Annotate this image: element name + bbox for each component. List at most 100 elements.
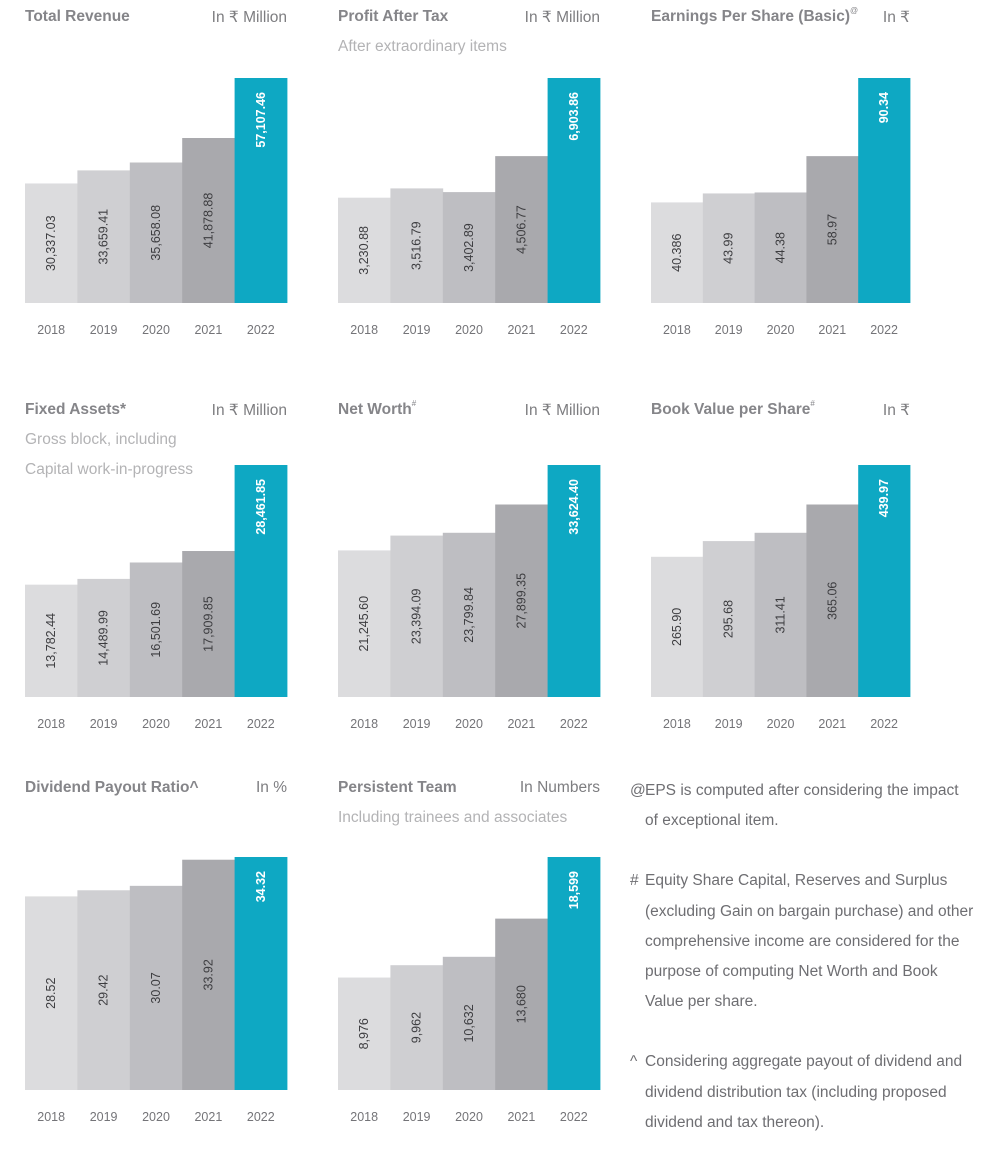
bar-2020: [442, 532, 496, 697]
category-label: 2022: [247, 1110, 275, 1124]
bar-2020: [754, 532, 807, 697]
value-label: 10,632: [462, 1004, 476, 1042]
category-label: 2022: [560, 1110, 588, 1124]
category-label: 2018: [350, 1110, 378, 1124]
bar-2018: [25, 584, 78, 697]
value-label: 40.386: [670, 234, 684, 272]
value-label: 8,976: [357, 1018, 371, 1049]
category-label: 2019: [715, 323, 743, 337]
value-label: 58.97: [825, 214, 839, 245]
chart-unit: In ₹: [882, 9, 910, 26]
bar-2021: [182, 859, 235, 1090]
category-label: 2022: [247, 717, 275, 731]
footnotes: @ EPS is computed after considering the …: [630, 776, 975, 1168]
bar-chart: 265.90 2018 295.68 2019 311.41 2020 365.06 2021…: [651, 393, 911, 731]
value-label: 44.38: [774, 232, 788, 263]
chart-svg: 8,976 2018 9,962 2019 10,632 2020 13,680 2021 18…: [338, 857, 601, 1124]
bar-2019: [702, 193, 755, 303]
chart-title: Profit After Tax: [338, 8, 449, 26]
value-label: 311.41: [774, 596, 788, 633]
bar-2021: [495, 156, 548, 303]
bar-2022: [234, 78, 288, 303]
category-label: 2021: [507, 323, 535, 337]
bar-2018: [338, 550, 391, 697]
value-label: 28.52: [44, 978, 58, 1009]
category-label: 2020: [142, 717, 170, 731]
category-label: 2021: [507, 1110, 535, 1124]
category-label: 2019: [403, 717, 431, 731]
category-label: 2020: [767, 323, 795, 337]
bar-2020: [129, 562, 183, 697]
category-label: 2018: [37, 1110, 65, 1124]
value-label: 9,962: [410, 1012, 424, 1043]
chart-title: Book Value per Share#: [651, 399, 815, 419]
value-label: 30.07: [149, 972, 163, 1003]
chart-subtitle: Gross block, including: [25, 431, 177, 448]
value-label: 23,394.09: [410, 588, 424, 644]
chart-svg: 28.52 2018 29.42 2019 30.07 2020 33.92 2021 34.3…: [25, 857, 288, 1124]
value-label: 13,680: [514, 985, 528, 1023]
bar-2019: [390, 965, 444, 1090]
value-label: 265.90: [670, 608, 684, 646]
value-label: 29.42: [97, 974, 111, 1005]
category-label: 2018: [350, 323, 378, 337]
category-label: 2018: [663, 717, 691, 731]
chart-unit: In ₹ Million: [211, 402, 287, 419]
bar-chart: 40.386 2018 43.99 2019 44.38 2020 58.97 2021 90.…: [651, 0, 911, 337]
value-label: 57,107.46: [254, 92, 268, 148]
category-label: 2019: [90, 717, 118, 731]
bar-2022: [547, 465, 601, 697]
value-label: 30,337.03: [44, 215, 58, 271]
category-label: 2020: [455, 717, 483, 731]
chart-svg: 265.90 2018 295.68 2019 311.41 2020 365.06 2021…: [651, 465, 911, 731]
value-label: 35,658.08: [149, 205, 163, 261]
category-label: 2018: [37, 717, 65, 731]
category-label: 2019: [403, 1110, 431, 1124]
value-label: 34.32: [254, 871, 268, 902]
category-label: 2021: [818, 323, 846, 337]
chart-svg: 21,245.60 2018 23,394.09 2019 23,799.84 2020 2…: [338, 465, 601, 731]
value-label: 3,230.88: [357, 226, 371, 275]
category-label: 2018: [350, 717, 378, 731]
value-label: 17,909.85: [201, 596, 215, 652]
category-label: 2021: [194, 717, 222, 731]
chart-title: Total Revenue: [25, 8, 130, 26]
bar-2021: [806, 504, 859, 697]
chart-svg: 30,337.03 2018 33,659.41 2019 35,658.08 2020 4…: [25, 78, 288, 337]
footnote-text: Considering aggregate payout of dividend…: [645, 1053, 963, 1131]
chart-subtitle: After extraordinary items: [338, 38, 507, 55]
footnote-symbol: ^: [630, 1053, 638, 1071]
bar-2021: [495, 918, 548, 1090]
footnote-symbol: @: [630, 782, 646, 799]
footnote-text: EPS is computed after considering the im…: [645, 782, 959, 830]
bar-2019: [390, 188, 444, 303]
bar-2022: [547, 78, 601, 303]
value-label: 27,899.35: [514, 573, 528, 629]
value-label: 41,878.88: [201, 193, 215, 249]
bar-2022: [234, 465, 288, 697]
category-label: 2022: [560, 717, 588, 731]
value-label: 90.34: [877, 92, 891, 123]
chart-title: Dividend Payout Ratio^: [25, 779, 199, 797]
footnote: @ EPS is computed after considering the …: [630, 776, 975, 836]
value-label: 3,516.79: [410, 221, 424, 270]
value-label: 16,501.69: [149, 602, 163, 658]
bar-chart: 3,230.88 2018 3,516.79 2019 3,402.89 2020 4,50…: [338, 0, 601, 337]
bar-2020: [442, 956, 496, 1090]
bar-2018: [651, 202, 704, 303]
bar-2020: [754, 192, 807, 303]
chart-subtitle: Including trainees and associates: [338, 809, 568, 826]
value-label: 33,624.40: [567, 479, 581, 535]
bar-2018: [338, 977, 391, 1090]
chart-title: Persistent Team: [338, 779, 457, 797]
bar-chart: 28.52 2018 29.42 2019 30.07 2020 33.92 2021 34.3…: [25, 771, 288, 1124]
value-label: 23,799.84: [462, 587, 476, 643]
bar-2020: [129, 162, 183, 303]
footnote-text: Equity Share Capital, Reserves and Surpl…: [645, 872, 974, 1011]
category-label: 2019: [90, 1110, 118, 1124]
bar-chart: 21,245.60 2018 23,394.09 2019 23,799.84 2020 2…: [338, 393, 601, 731]
bar-2022: [547, 857, 601, 1090]
category-label: 2019: [403, 323, 431, 337]
bar-2021: [806, 156, 859, 303]
footnote: # Equity Share Capital, Reserves and Sur…: [630, 866, 975, 1017]
